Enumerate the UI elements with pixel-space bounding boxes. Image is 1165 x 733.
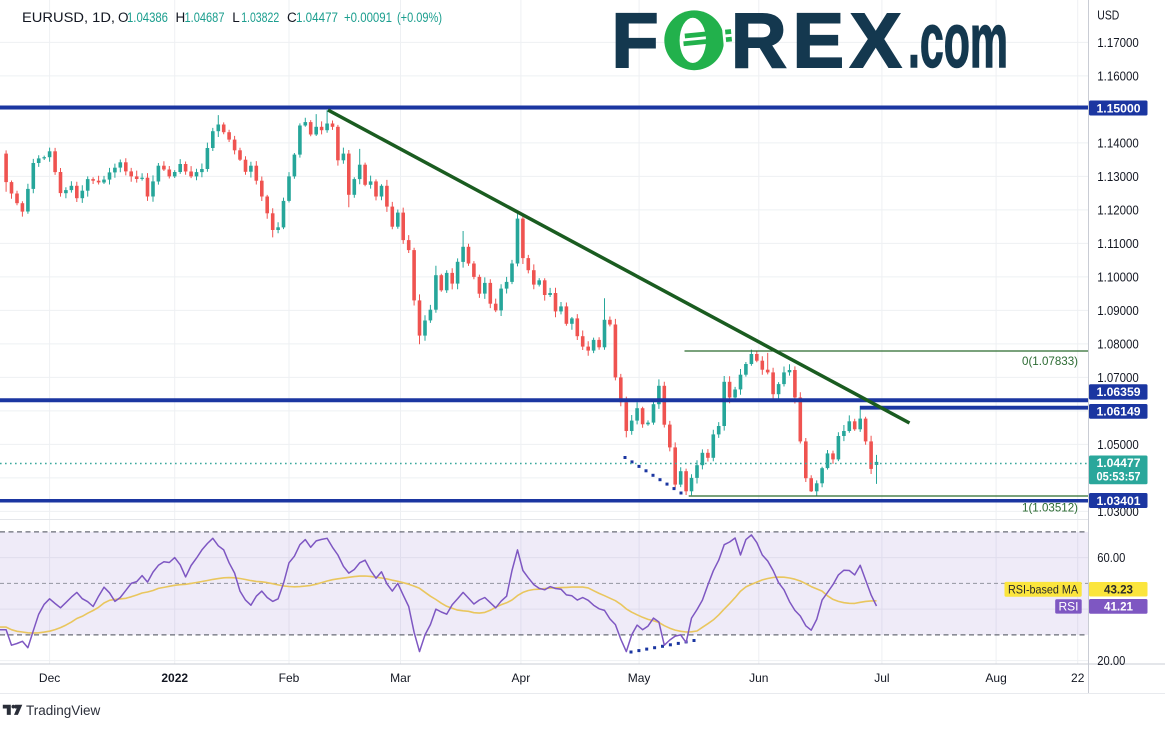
svg-text:Apr: Apr [512,671,531,685]
svg-text:+0.00091: +0.00091 [344,10,392,25]
svg-text:1.04687: 1.04687 [185,10,225,25]
svg-text:1.03822: 1.03822 [241,10,279,25]
svg-text:May: May [628,671,651,685]
svg-text:Aug: Aug [985,671,1006,685]
svg-text:.com: .com [908,0,1008,84]
svg-text:(+0.09%): (+0.09%) [397,10,442,25]
svg-text:1(1.03512): 1(1.03512) [1022,501,1078,515]
svg-text:1.15000: 1.15000 [1097,101,1141,115]
svg-text:RSI-based MA: RSI-based MA [1008,583,1078,597]
svg-text:1.06149: 1.06149 [1097,405,1141,419]
svg-text:1.03000: 1.03000 [1097,505,1139,519]
svg-text:1.11000: 1.11000 [1097,237,1139,251]
svg-text:O: O [118,10,129,25]
svg-text:Feb: Feb [279,671,300,685]
svg-text:EURUSD, 1D,: EURUSD, 1D, [22,10,115,25]
svg-text:USD: USD [1097,9,1119,23]
svg-text:1.03401: 1.03401 [1097,494,1141,508]
svg-text:1.04477: 1.04477 [296,10,338,25]
svg-text:2022: 2022 [161,671,188,685]
svg-text:1.14000: 1.14000 [1097,136,1139,150]
svg-text:22: 22 [1071,671,1085,685]
svg-text:1.10000: 1.10000 [1097,270,1139,284]
svg-text:0(1.07833): 0(1.07833) [1022,354,1078,368]
svg-text:1.12000: 1.12000 [1097,203,1139,217]
svg-text:Mar: Mar [390,671,411,685]
svg-text:05:53:57: 05:53:57 [1097,469,1141,483]
svg-text:L: L [232,10,240,25]
svg-text:1.08000: 1.08000 [1097,337,1139,351]
svg-text:Jun: Jun [749,671,768,685]
svg-text:1.07000: 1.07000 [1097,371,1139,385]
svg-text:F: F [612,0,659,84]
svg-text:43.23: 43.23 [1104,583,1133,597]
svg-text:Jul: Jul [874,671,889,685]
svg-text:1.05000: 1.05000 [1097,438,1139,452]
svg-text:RSI: RSI [1058,599,1078,613]
svg-text:H: H [176,10,186,25]
svg-text:1.13000: 1.13000 [1097,170,1139,184]
svg-text:1.09000: 1.09000 [1097,304,1139,318]
svg-text:1.04477: 1.04477 [1097,456,1141,470]
svg-text:1.16000: 1.16000 [1097,69,1139,83]
svg-text:60.00: 60.00 [1097,551,1125,565]
svg-text:TradingView: TradingView [26,703,101,718]
svg-text:41.21: 41.21 [1104,600,1133,614]
svg-text:1.04386: 1.04386 [127,10,168,25]
svg-text:C: C [287,10,297,25]
svg-text:1.06359: 1.06359 [1097,385,1141,399]
svg-text:20.00: 20.00 [1097,654,1125,668]
svg-text:1.17000: 1.17000 [1097,36,1139,50]
svg-text:Dec: Dec [39,671,60,685]
svg-text:REX: REX [731,0,907,84]
